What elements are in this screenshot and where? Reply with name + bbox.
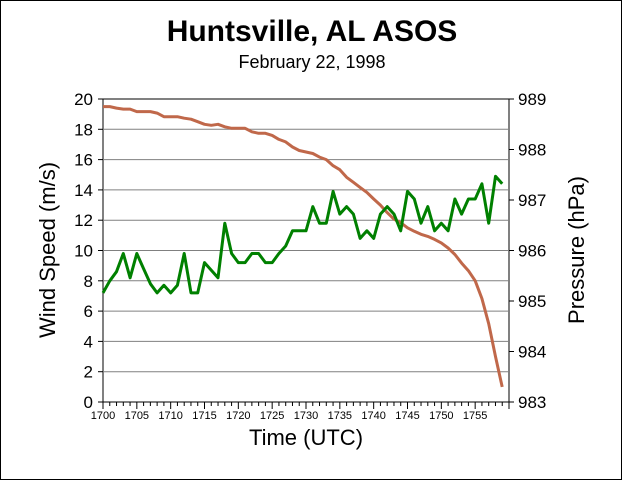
right-y-axis-label: Pressure (hPa): [564, 176, 589, 324]
chart-subtitle: February 22, 1998: [238, 52, 385, 72]
x-tick-label: 1745: [395, 410, 419, 422]
right-axis-ticks: 983 984 985 986 987 988 989: [509, 90, 546, 412]
left-axis-ticks: 0 2 4 6 8 10 12 14 16 18 20: [74, 90, 103, 412]
right-y-tick-label: 989: [518, 90, 546, 109]
x-tick-label: 1705: [125, 410, 149, 422]
left-y-tick-label: 8: [84, 272, 93, 291]
left-y-tick-label: 4: [84, 332, 93, 351]
left-y-tick-label: 12: [74, 211, 93, 230]
x-tick-label: 1700: [91, 410, 115, 422]
left-y-axis-label: Wind Speed (m/s): [35, 162, 60, 338]
x-tick-label: 1720: [226, 410, 250, 422]
right-y-tick-label: 987: [518, 191, 546, 210]
x-tick-label: 1750: [429, 410, 453, 422]
left-y-tick-label: 10: [74, 242, 93, 261]
right-y-tick-label: 988: [518, 141, 546, 160]
pressure-series-line: [103, 105, 504, 388]
left-y-tick-label: 18: [74, 120, 93, 139]
x-tick-label: 1735: [328, 410, 352, 422]
gridlines: [103, 128, 509, 373]
right-y-tick-label: 983: [518, 393, 546, 412]
x-tick-label: 1715: [192, 410, 216, 422]
left-y-tick-label: 14: [74, 181, 93, 200]
left-y-tick-label: 2: [84, 363, 93, 382]
left-y-tick-label: 0: [84, 393, 93, 412]
left-y-tick-label: 6: [84, 302, 93, 321]
wind-speed-series-line: [101, 174, 504, 295]
x-axis-ticks: 1700 1705 1710 1715 1720 1725 1730 1735 1740 1745…: [91, 402, 510, 422]
left-y-tick-label: 16: [74, 151, 93, 170]
right-y-tick-label: 984: [518, 343, 546, 362]
right-y-tick-label: 986: [518, 242, 546, 261]
x-tick-label: 1740: [361, 410, 385, 422]
x-tick-label: 1725: [260, 410, 284, 422]
left-y-tick-label: 20: [74, 90, 93, 109]
x-tick-label: 1730: [294, 410, 318, 422]
x-axis-label: Time (UTC): [249, 425, 363, 450]
x-tick-label: 1710: [158, 410, 182, 422]
x-tick-label: 1755: [463, 410, 487, 422]
right-y-tick-label: 985: [518, 292, 546, 311]
chart-title: Huntsville, AL ASOS: [167, 15, 458, 48]
